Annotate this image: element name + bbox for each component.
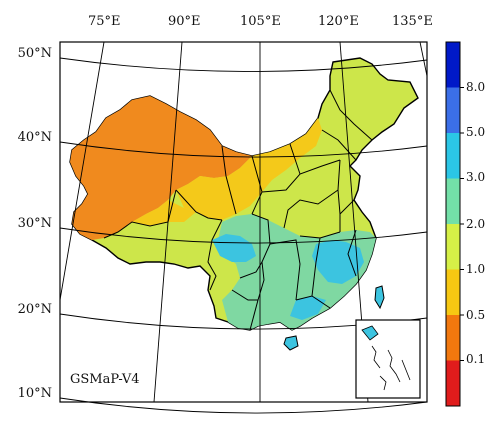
wet-sichuan bbox=[212, 234, 256, 262]
colorbar-segment bbox=[446, 224, 460, 270]
lat-label-40: 40°N bbox=[17, 130, 52, 145]
lat-label-30: 30°N bbox=[17, 216, 52, 231]
china-land bbox=[69, 57, 419, 351]
colorbar-label-8-0: 8.0 bbox=[466, 80, 486, 94]
hainan bbox=[283, 335, 299, 351]
colorbar-label-3-0: 3.0 bbox=[466, 170, 486, 184]
arid-region bbox=[70, 96, 252, 240]
lon-label-135: 135°E bbox=[392, 14, 433, 29]
south-china-sea-inset bbox=[355, 319, 421, 399]
graticule bbox=[59, 41, 428, 414]
colorbar bbox=[445, 41, 464, 407]
colorbar-segment bbox=[446, 315, 460, 361]
lat-label-50: 50°N bbox=[17, 46, 52, 61]
colorbar-segment bbox=[446, 42, 460, 88]
lat-label-20: 20°N bbox=[17, 302, 52, 317]
wet-jiangnan bbox=[312, 240, 364, 284]
wet-southcoast bbox=[290, 296, 326, 320]
colorbar-segment bbox=[446, 178, 460, 224]
colorbar-label-2-0: 2.0 bbox=[466, 217, 486, 231]
colorbar-segment bbox=[446, 269, 460, 315]
colorbar-label-5-0: 5.0 bbox=[466, 125, 486, 139]
colorbar-label-0-5: 0.5 bbox=[466, 308, 486, 322]
lon-label-120: 120°E bbox=[318, 14, 359, 29]
colorbar-segment bbox=[446, 133, 460, 179]
colorbar-label-1-0: 1.0 bbox=[466, 262, 486, 276]
colorbar-label-0-1: 0.1 bbox=[466, 352, 486, 366]
colorbar-segment bbox=[446, 360, 460, 406]
lat-label-10: 10°N bbox=[17, 386, 52, 401]
semi-arid-belt bbox=[176, 118, 322, 220]
colorbar-border bbox=[445, 41, 461, 407]
colorbar-segment bbox=[446, 87, 460, 133]
province-borders bbox=[103, 89, 373, 331]
lon-label-90: 90°E bbox=[168, 14, 201, 29]
product-label: GSMaP-V4 bbox=[70, 372, 140, 387]
lon-label-75: 75°E bbox=[88, 14, 121, 29]
semi-arid-central bbox=[132, 200, 196, 226]
lon-label-105: 105°E bbox=[240, 14, 281, 29]
taiwan bbox=[374, 285, 385, 310]
